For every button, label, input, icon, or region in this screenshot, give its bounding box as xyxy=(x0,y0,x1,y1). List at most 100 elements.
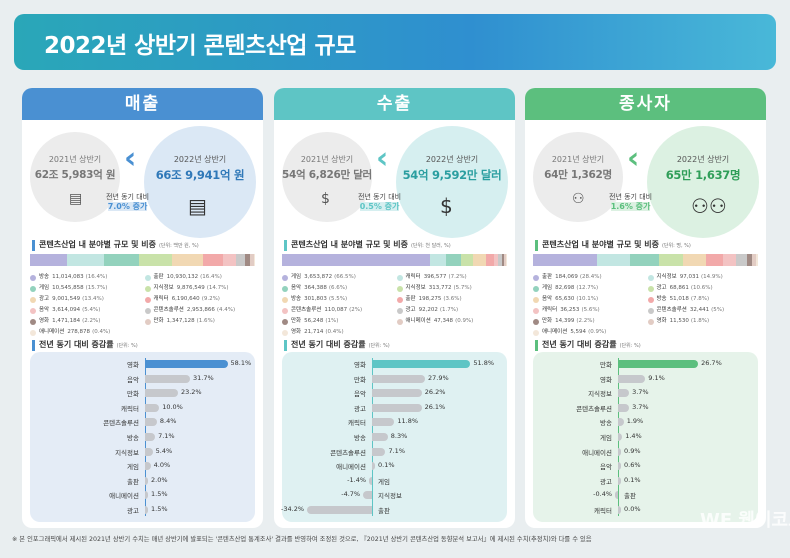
growth-bar xyxy=(145,418,157,427)
growth-row: 게임 4.0% xyxy=(30,460,255,472)
prev-year-label: 2021년 상반기 xyxy=(48,155,102,164)
growth-row: 게임 1.4% xyxy=(533,431,758,443)
legend-dot xyxy=(647,318,654,325)
prev-year-text: 2021년 상반기 64만 1,362명 xyxy=(525,154,633,182)
growth-value: -1.4% xyxy=(347,475,366,484)
growth-row: 캐릭터 10.0% xyxy=(30,402,255,414)
change-label: 전년 동기 대비 xyxy=(106,193,150,201)
growth-value: 27.9% xyxy=(428,373,449,382)
legend-item: 출판 10,930,132 (16.4%) xyxy=(144,272,256,283)
prev-year-value: 54억 6,826만 달러 xyxy=(282,169,372,181)
share-pct: (14.7%) xyxy=(206,285,229,291)
share-segment xyxy=(682,254,706,266)
legend-label: 지식정보 xyxy=(656,274,677,280)
money-stack-icon: ▤ xyxy=(69,191,83,207)
share-pct: (16.4%) xyxy=(200,274,222,280)
growth-bar xyxy=(372,462,375,471)
growth-bar xyxy=(372,418,395,427)
growth-value: 7.1% xyxy=(388,446,405,455)
growth-category: 만화 xyxy=(127,390,139,399)
legend-dot xyxy=(282,274,288,281)
growth-value: 1.9% xyxy=(626,417,644,426)
legend-label: 출판 xyxy=(542,274,553,280)
legend-label: 광고 xyxy=(39,296,50,302)
share-value: 3,653,872 xyxy=(304,274,333,280)
share-pct: (0.4%) xyxy=(325,329,344,335)
money-stack-icon: ▤ xyxy=(188,194,207,218)
share-pct: (1%) xyxy=(325,318,339,324)
legend-label: 방송 xyxy=(656,296,667,302)
legend-label: 게임 xyxy=(542,285,553,291)
share-value: 32,441 xyxy=(689,307,710,313)
legend-label: 콘텐츠솔루션 xyxy=(291,307,322,313)
growth-category: 캐릭터 xyxy=(348,419,366,428)
curr-year-circle: 2022년 상반기 66조 9,941억 원 ▤ xyxy=(144,126,256,238)
prev-year-text: 2021년 상반기 54억 6,826만 달러 xyxy=(274,154,382,182)
money-bag-icon: $ xyxy=(440,194,453,218)
growth-value: 9.1% xyxy=(648,373,665,382)
share-title: 콘텐츠산업 내 분야별 규모 및 비중 xyxy=(39,240,156,249)
growth-row: 만화 27.9% xyxy=(282,373,507,385)
legend-dot xyxy=(282,307,288,314)
share-pct: (5.6%) xyxy=(581,307,600,313)
legend-dot xyxy=(30,285,36,292)
growth-category: 만화 xyxy=(600,361,612,369)
growth-row: 지식정보 5.4% xyxy=(30,446,255,458)
curr-year-value: 66조 9,941억 원 xyxy=(155,168,245,182)
legend-dot xyxy=(144,318,151,325)
share-value: 36,253 xyxy=(560,307,580,313)
share-pct: (2.2%) xyxy=(576,318,595,324)
prev-year-value: 64만 1,362명 xyxy=(544,169,612,181)
legend-dot xyxy=(396,318,403,325)
growth-bar xyxy=(372,389,422,398)
share-unit: (단위: 명, %) xyxy=(661,243,691,249)
growth-row: 광고 26.1% xyxy=(282,402,507,414)
share-segment xyxy=(460,254,474,266)
share-segment xyxy=(630,254,659,266)
growth-bar xyxy=(372,360,471,368)
growth-value: 0.9% xyxy=(624,446,641,455)
legend-item: 애니메이션 278,878 (0.4%) xyxy=(30,327,141,338)
growth-bar xyxy=(145,433,156,441)
growth-value: 1.5% xyxy=(151,505,168,513)
legend-item: 게임 82,698 (12.7%) xyxy=(533,283,644,294)
legend-item: 애니메이션 47,348 (0.9%) xyxy=(396,316,508,327)
share-value: 9,876,549 xyxy=(176,285,205,291)
share-pct: (5%) xyxy=(711,307,725,313)
legend-item: 지식정보 313,772 (5.7%) xyxy=(396,283,508,294)
share-pct: (0.9%) xyxy=(588,329,607,335)
legend-label: 콘텐츠솔루션 xyxy=(153,307,184,313)
growth-row: 애니메이션 0.1% xyxy=(282,460,507,472)
growth-value: 8.4% xyxy=(159,417,177,426)
share-segment xyxy=(501,254,505,266)
growth-bar xyxy=(145,360,228,368)
growth-bar xyxy=(618,418,624,427)
share-segment xyxy=(254,254,255,266)
growth-category: 지식정보 xyxy=(588,390,612,399)
share-segment xyxy=(139,254,173,266)
growth-section-title: 전년 동기 대비 증감률 (단위: %) xyxy=(284,340,390,351)
share-pct: (9.2%) xyxy=(201,296,220,302)
share-pct: (66.5%) xyxy=(334,274,356,280)
share-segment xyxy=(202,254,224,266)
growth-row: 음악 26.2% xyxy=(282,387,507,399)
legend-dot xyxy=(533,285,539,292)
growth-category: 캐릭터 xyxy=(594,507,612,515)
legend-item: 캐릭터 396,577 (7.2%) xyxy=(396,272,508,283)
legend-label: 음악 xyxy=(291,285,302,291)
growth-row: 영화 51.8% xyxy=(282,358,507,370)
growth-value: -0.4% xyxy=(593,490,612,499)
legend-label: 광고 xyxy=(405,307,416,313)
legend-item: 만화 1,347,128 (1.6%) xyxy=(144,316,256,327)
curr-year-label: 2022년 상반기 xyxy=(425,155,479,164)
growth-row: -4.7% 지식정보 xyxy=(282,489,507,501)
share-value: 2,953,866 xyxy=(186,307,215,313)
prev-year-label: 2021년 상반기 xyxy=(551,155,605,164)
legend-dot xyxy=(30,318,36,325)
growth-bar xyxy=(145,506,148,514)
share-value: 92,202 xyxy=(418,307,438,313)
legend-label: 애니메이션 xyxy=(39,329,65,335)
share-value: 47,348 xyxy=(433,318,454,324)
share-pct: (0.9%) xyxy=(455,318,474,324)
share-value: 68,861 xyxy=(669,285,689,291)
